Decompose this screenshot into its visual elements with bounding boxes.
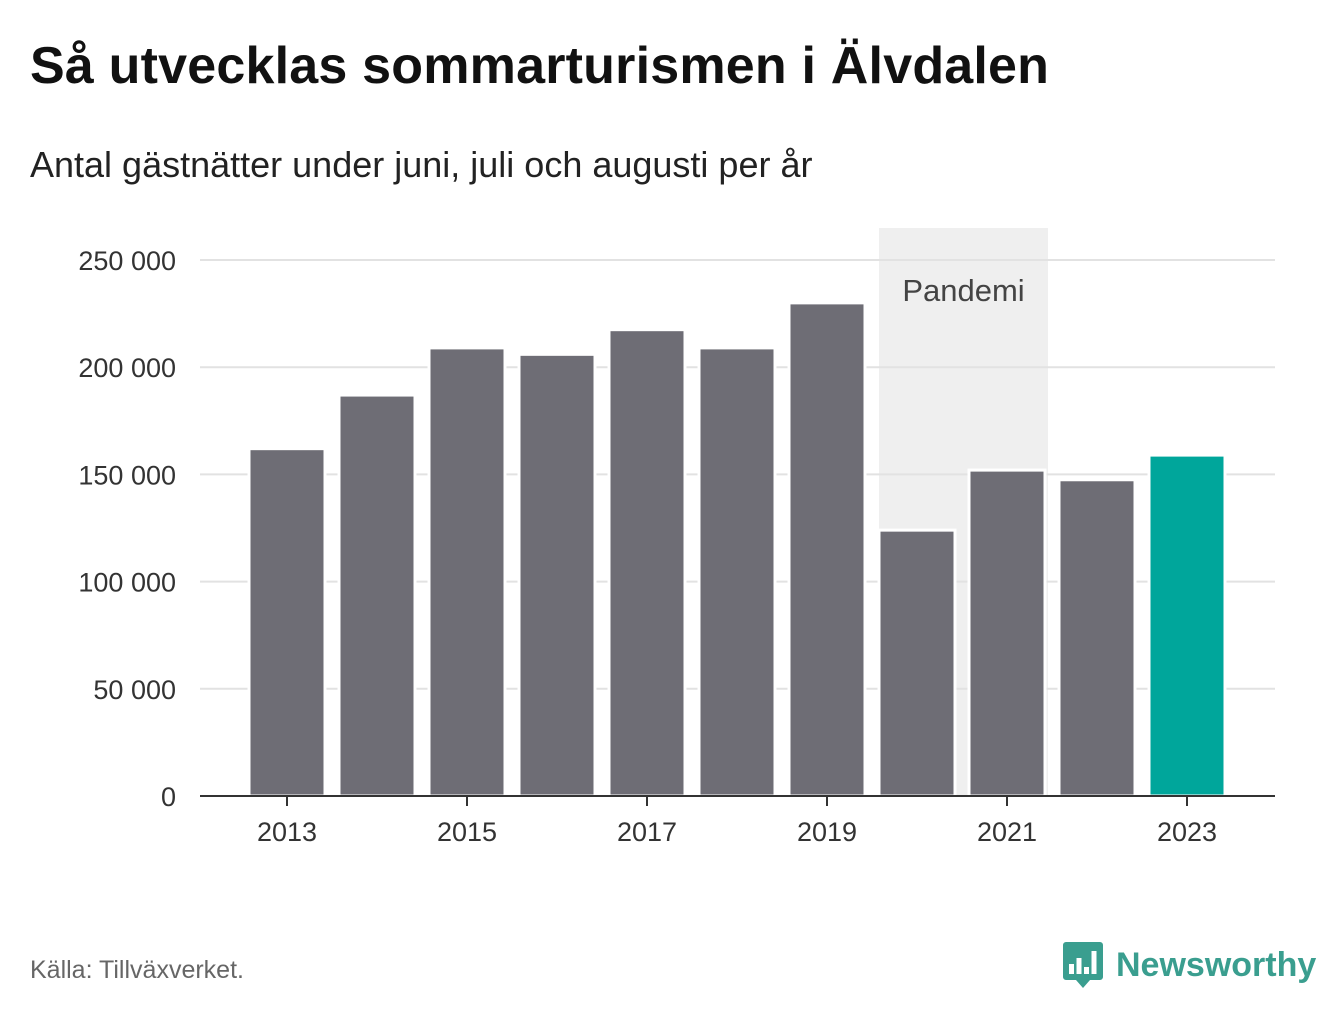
bar-chart: Pandemi 0 50 000 100 000 150 000 200 000 250 0… — [78, 228, 1275, 847]
bar-2023 — [1147, 453, 1227, 798]
chart-title: Så utvecklas sommarturismen i Älvdalen — [30, 37, 1050, 95]
y-tick-label: 250 000 — [78, 246, 176, 276]
bar-2015 — [427, 346, 507, 798]
bar-2020 — [877, 528, 957, 798]
bar-2014 — [337, 393, 417, 798]
x-tick-label: 2021 — [977, 817, 1037, 847]
bar-2017 — [607, 328, 687, 798]
y-tick-label: 50 000 — [93, 675, 176, 705]
x-tick-label: 2015 — [437, 817, 497, 847]
x-tick-label: 2013 — [257, 817, 317, 847]
bar-chart-speech-icon — [1063, 942, 1103, 988]
bar-2022 — [1057, 478, 1137, 798]
y-tick-label: 100 000 — [78, 568, 176, 598]
pandemic-band-label: Pandemi — [902, 273, 1024, 308]
bar-2019 — [787, 301, 867, 798]
bar-2021 — [967, 468, 1047, 798]
y-tick-label: 150 000 — [78, 460, 176, 490]
x-tick-label: 2019 — [797, 817, 857, 847]
x-tick-label: 2023 — [1157, 817, 1217, 847]
y-tick-label: 200 000 — [78, 353, 176, 383]
y-tick-label: 0 — [161, 782, 176, 812]
brand-logo: Newsworthy — [1062, 940, 1316, 990]
source-note: Källa: Tillväxverket. — [30, 956, 244, 984]
chart-subtitle: Antal gästnätter under juni, juli och au… — [30, 144, 813, 185]
brand-name: Newsworthy — [1116, 945, 1317, 984]
bar-2018 — [697, 346, 777, 798]
x-tick-label: 2017 — [617, 817, 677, 847]
bar-2016 — [517, 352, 597, 798]
bar-2013 — [247, 447, 327, 798]
